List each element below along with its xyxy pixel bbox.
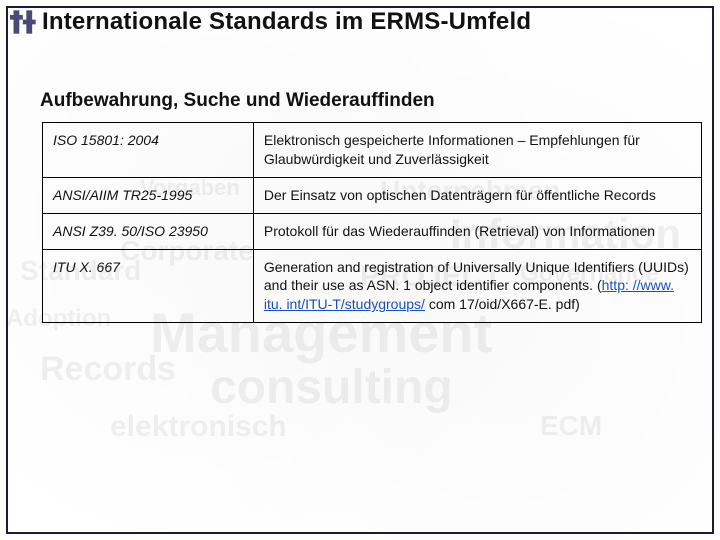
standard-desc: Elektronisch gespeicherte Informationen …: [253, 123, 701, 178]
standard-desc: Protokoll für das Wiederauffinden (Retri…: [253, 213, 701, 249]
table-row: ISO 15801: 2004 Elektronisch gespeichert…: [43, 123, 702, 178]
standard-desc: Generation and registration of Universal…: [253, 249, 701, 323]
standard-name: ISO 15801: 2004: [43, 123, 254, 178]
table-row: ANSI/AIIM TR25-1995 Der Einsatz von opti…: [43, 177, 702, 213]
logo-icon: [10, 8, 38, 36]
page-title: Internationale Standards im ERMS-Umfeld: [42, 8, 702, 36]
standard-name: ANSI/AIIM TR25-1995: [43, 177, 254, 213]
desc-post: com 17/oid/X667-E. pdf): [425, 296, 580, 312]
slide-content: Internationale Standards im ERMS-Umfeld …: [42, 8, 702, 323]
section-subtitle: Aufbewahrung, Suche und Wiederauffinden: [40, 90, 702, 112]
standard-desc: Der Einsatz von optischen Datenträgern f…: [253, 177, 701, 213]
standards-table: ISO 15801: 2004 Elektronisch gespeichert…: [42, 122, 702, 323]
table-row: ITU X. 667 Generation and registration o…: [43, 249, 702, 323]
standard-name: ANSI Z39. 50/ISO 23950: [43, 213, 254, 249]
table-row: ANSI Z39. 50/ISO 23950 Protokoll für das…: [43, 213, 702, 249]
standard-name: ITU X. 667: [43, 249, 254, 323]
